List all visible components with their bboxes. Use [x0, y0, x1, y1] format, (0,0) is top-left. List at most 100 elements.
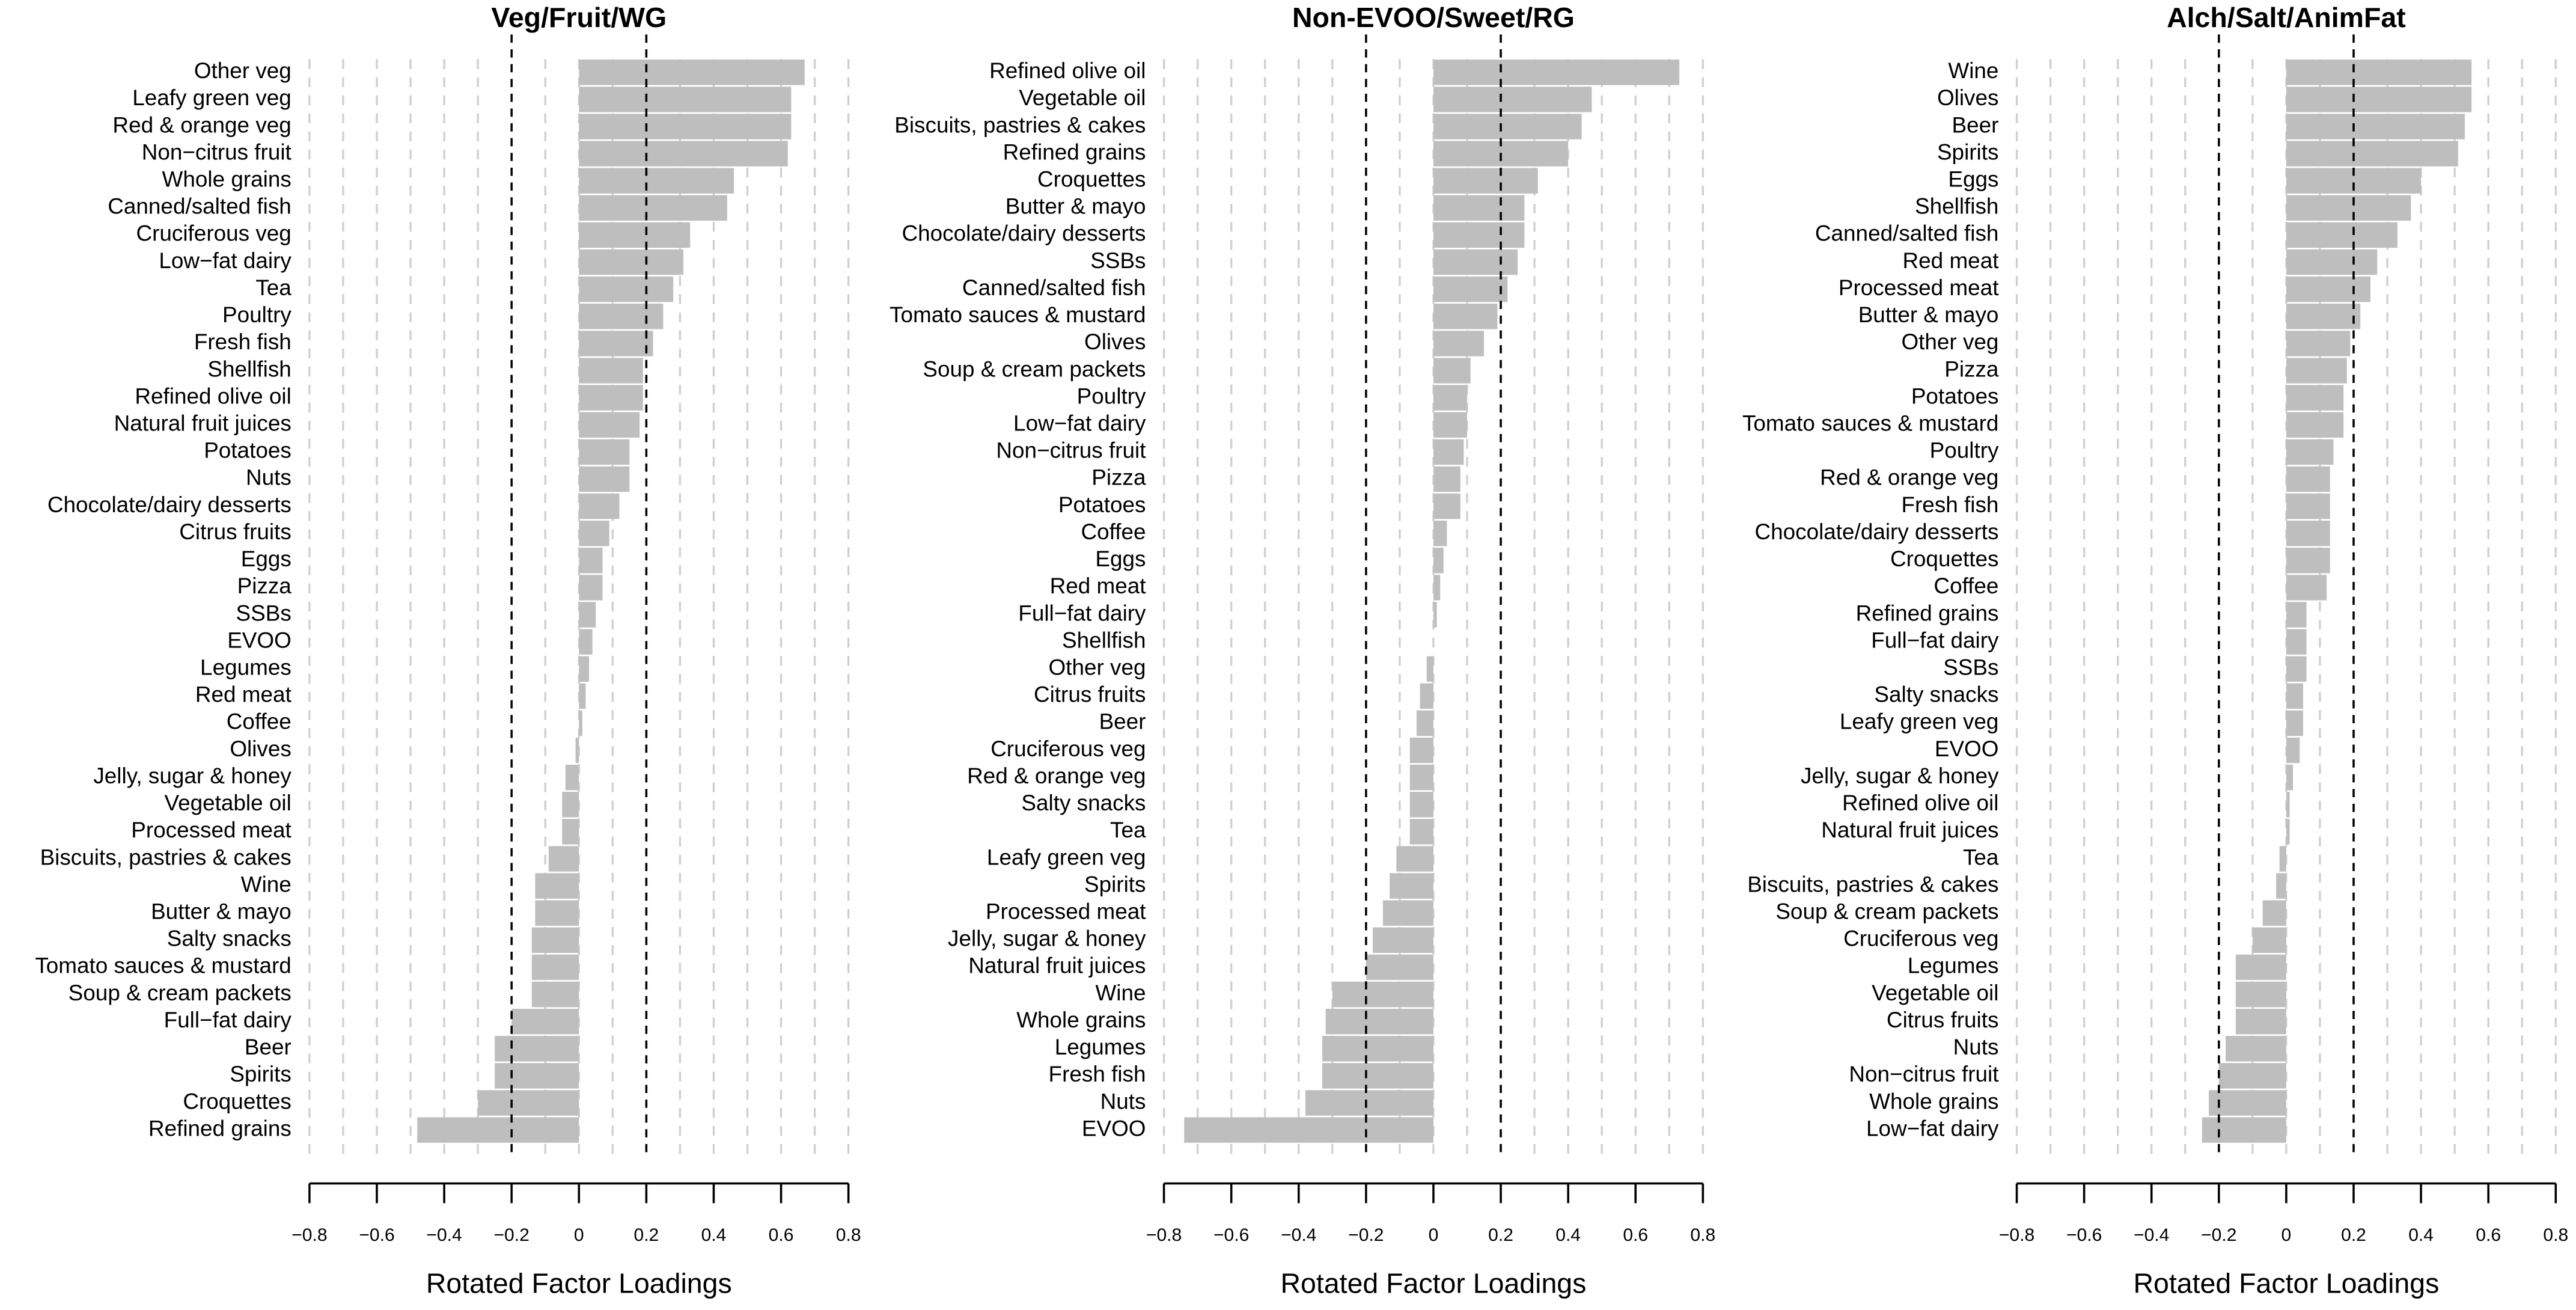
- category-label: Biscuits, pastries & cakes: [1747, 872, 1998, 896]
- x-tick-label: 0.6: [769, 1225, 794, 1245]
- bar: [2235, 981, 2286, 1008]
- bar: [579, 114, 792, 139]
- category-label: Nuts: [1953, 1035, 1999, 1059]
- bar: [2286, 819, 2290, 845]
- bar: [2286, 276, 2371, 302]
- category-label: Eggs: [1095, 546, 1146, 571]
- bar: [2286, 60, 2472, 85]
- bar: [1433, 60, 1680, 85]
- bar: [1426, 656, 1433, 682]
- bar: [1409, 792, 1433, 818]
- bar: [417, 1117, 579, 1143]
- bar: [1433, 114, 1582, 139]
- bar: [1396, 846, 1433, 872]
- bar: [2262, 900, 2286, 926]
- bar: [2286, 792, 2290, 818]
- category-label: Red & orange veg: [967, 764, 1146, 788]
- category-label: Canned/salted fish: [962, 275, 1146, 300]
- bar: [2286, 629, 2307, 655]
- category-label: Butter & mayo: [151, 899, 291, 923]
- bar: [579, 656, 590, 682]
- category-label: Spirits: [230, 1062, 291, 1086]
- category-label: Croquettes: [1890, 546, 1998, 571]
- x-tick-label: 0.8: [1690, 1225, 1715, 1245]
- category-label: Natural fruit juices: [968, 953, 1146, 978]
- category-label: Other veg: [1049, 655, 1146, 679]
- category-label: Soup & cream packets: [923, 357, 1146, 381]
- bar: [2286, 249, 2378, 275]
- bar: [2235, 954, 2286, 981]
- category-label: Eggs: [1948, 167, 1998, 191]
- bar: [579, 276, 674, 302]
- bar: [1433, 87, 1592, 112]
- category-label: Canned/salted fish: [1815, 221, 1999, 246]
- category-label: Leafy green veg: [987, 845, 1146, 869]
- category-label: Pizza: [1944, 357, 1999, 381]
- category-label: Soup & cream packets: [1775, 899, 1998, 923]
- bar: [2286, 222, 2397, 248]
- category-label: SSBs: [1090, 248, 1146, 273]
- bar: [495, 1063, 579, 1089]
- bar: [579, 683, 586, 709]
- x-tick-label: 0.6: [2476, 1225, 2501, 1245]
- category-label: Whole grains: [162, 167, 291, 191]
- bar: [2286, 385, 2344, 411]
- bar: [2286, 520, 2330, 546]
- bar: [2286, 195, 2411, 221]
- bar: [1433, 493, 1460, 519]
- category-label: Natural fruit juices: [114, 411, 291, 435]
- bar: [579, 710, 582, 736]
- bar: [1332, 981, 1433, 1008]
- category-label: Red & orange veg: [1820, 465, 1998, 490]
- category-label: Red meat: [195, 682, 291, 707]
- x-tick-label: 0.8: [2543, 1225, 2568, 1245]
- bar: [1433, 222, 1525, 248]
- bar: [565, 764, 579, 791]
- category-label: Salty snacks: [167, 926, 291, 951]
- bar: [2286, 141, 2458, 167]
- category-label: Non−citrus fruit: [142, 139, 291, 164]
- category-label: Leafy green veg: [1840, 709, 1999, 734]
- category-label: Tea: [1110, 818, 1146, 842]
- category-label: Canned/salted fish: [108, 194, 291, 219]
- category-label: Cruciferous veg: [136, 221, 291, 246]
- bar: [1366, 954, 1433, 981]
- bar: [579, 629, 593, 655]
- category-label: Other veg: [1901, 329, 1998, 354]
- bar: [579, 520, 609, 546]
- x-tick-label: −0.4: [1281, 1225, 1316, 1245]
- category-label: Processed meat: [131, 818, 291, 842]
- category-label: EVOO: [1935, 736, 1999, 761]
- category-label: Shellfish: [1915, 194, 1998, 219]
- category-label: Beer: [1099, 709, 1146, 734]
- category-label: Full−fat dairy: [164, 1008, 292, 1032]
- x-tick-label: −0.2: [494, 1225, 530, 1245]
- category-label: Pizza: [237, 574, 292, 598]
- bar: [579, 60, 805, 85]
- bar: [2286, 114, 2465, 139]
- x-tick-label: −0.8: [1146, 1225, 1182, 1245]
- bar: [2235, 1008, 2286, 1035]
- bar: [2286, 466, 2330, 492]
- bar: [2286, 602, 2307, 628]
- bar: [2286, 683, 2303, 709]
- bar: [1433, 195, 1525, 221]
- category-label: Croquettes: [183, 1089, 291, 1113]
- category-label: Leafy green veg: [132, 85, 291, 110]
- bar: [535, 873, 579, 899]
- category-label: Butter & mayo: [1006, 194, 1146, 219]
- category-label: Low−fat dairy: [1866, 1116, 1999, 1140]
- category-label: Legumes: [200, 655, 291, 679]
- bar: [1433, 520, 1447, 546]
- x-tick-label: −0.4: [426, 1225, 462, 1245]
- bar: [531, 927, 579, 953]
- bar: [562, 819, 579, 845]
- category-label: Red & orange veg: [112, 112, 291, 137]
- x-tick-label: 0.8: [836, 1225, 861, 1245]
- x-axis-label: Rotated Factor Loadings: [426, 1267, 732, 1299]
- category-label: Cruciferous veg: [1843, 926, 1998, 951]
- category-label: Poultry: [1930, 438, 1999, 463]
- bar: [2286, 87, 2472, 112]
- x-tick-label: 0.4: [2408, 1225, 2434, 1245]
